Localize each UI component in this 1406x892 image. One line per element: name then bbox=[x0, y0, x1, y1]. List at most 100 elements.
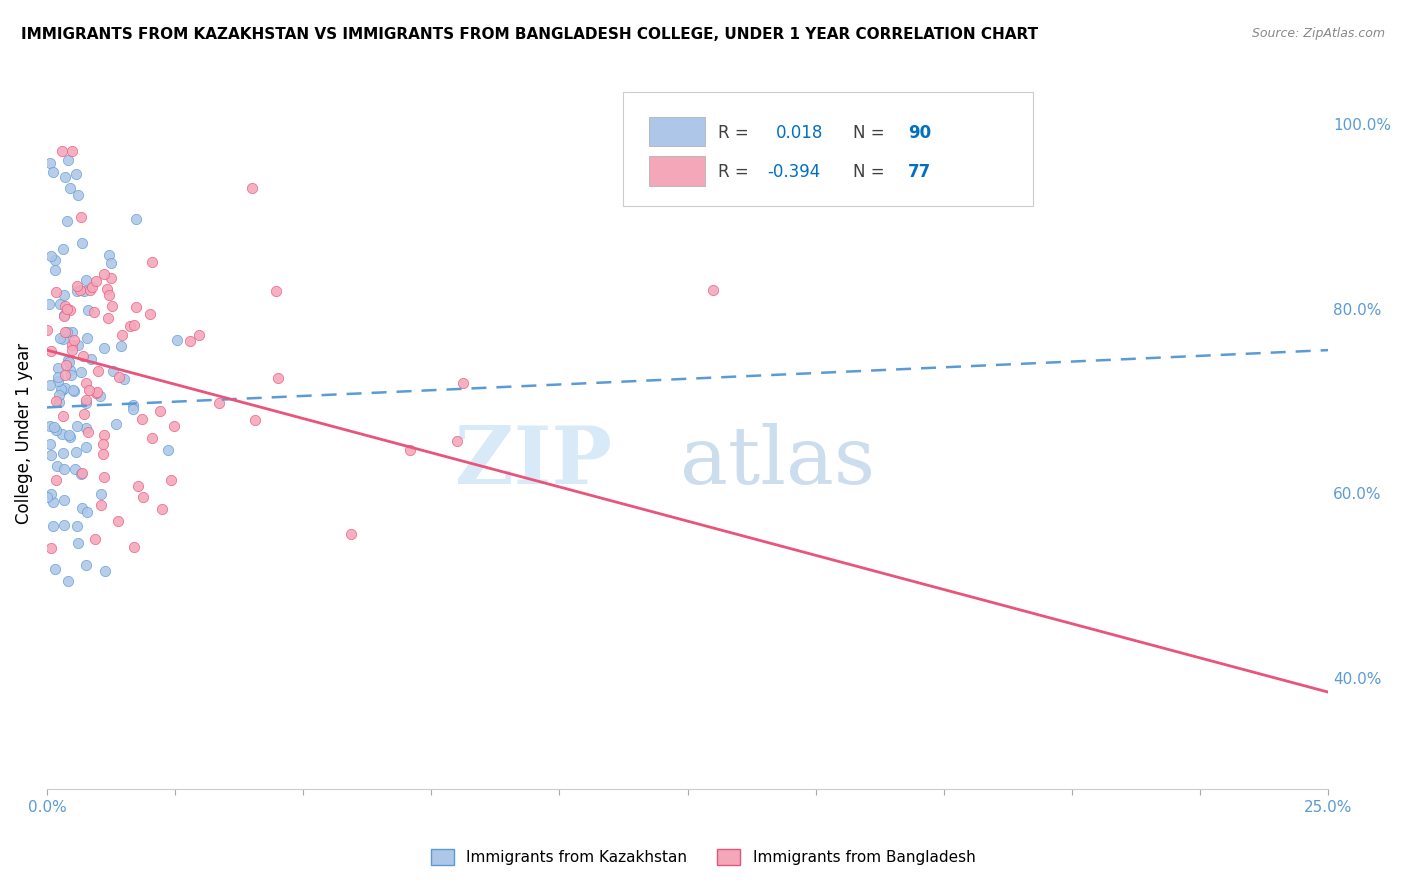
Point bbox=[44, 263, 66, 277]
Point bbox=[160, 473, 183, 487]
Point bbox=[53, 517, 76, 532]
Point bbox=[52, 332, 75, 346]
Point bbox=[46, 458, 69, 473]
Point bbox=[53, 169, 76, 184]
Text: ZIP: ZIP bbox=[456, 423, 612, 500]
Point bbox=[93, 437, 115, 451]
Point bbox=[56, 326, 79, 340]
Point bbox=[702, 283, 724, 297]
Point bbox=[163, 419, 186, 434]
Point bbox=[97, 311, 120, 326]
Point bbox=[60, 144, 83, 158]
Point bbox=[141, 254, 163, 268]
Point bbox=[45, 423, 67, 437]
Point bbox=[76, 504, 98, 518]
Point bbox=[122, 540, 145, 554]
Point bbox=[56, 213, 79, 227]
Point bbox=[118, 319, 141, 334]
Point bbox=[107, 515, 129, 529]
Point bbox=[108, 370, 131, 384]
Point bbox=[41, 249, 63, 263]
Point bbox=[139, 307, 162, 321]
Point bbox=[38, 296, 60, 310]
Point bbox=[80, 352, 103, 367]
Point bbox=[60, 343, 83, 357]
Point bbox=[45, 394, 67, 409]
Point bbox=[93, 470, 115, 484]
Point bbox=[75, 421, 97, 435]
Point bbox=[82, 280, 104, 294]
FancyBboxPatch shape bbox=[623, 92, 1033, 205]
Point bbox=[59, 429, 82, 443]
Point bbox=[72, 284, 94, 298]
Point bbox=[59, 363, 82, 377]
Point bbox=[39, 155, 62, 169]
Point bbox=[45, 473, 67, 487]
Point bbox=[60, 325, 83, 339]
Point bbox=[44, 253, 66, 268]
FancyBboxPatch shape bbox=[650, 117, 706, 146]
Point bbox=[90, 487, 112, 501]
Point bbox=[69, 210, 91, 224]
Text: 0.018: 0.018 bbox=[776, 124, 824, 142]
Point bbox=[66, 419, 89, 434]
Point bbox=[149, 403, 172, 417]
Point bbox=[75, 272, 97, 286]
Point bbox=[51, 383, 73, 397]
Point bbox=[75, 376, 97, 391]
Point bbox=[83, 304, 105, 318]
Point bbox=[111, 328, 134, 343]
Point bbox=[87, 364, 110, 378]
Point bbox=[77, 302, 100, 317]
Point bbox=[55, 358, 77, 372]
Point bbox=[90, 498, 112, 512]
Point bbox=[42, 494, 65, 508]
Point bbox=[69, 283, 91, 297]
Point bbox=[70, 467, 93, 481]
Point bbox=[110, 338, 132, 352]
Point bbox=[112, 372, 135, 386]
Text: atlas: atlas bbox=[679, 423, 875, 500]
Point bbox=[58, 355, 80, 369]
Point bbox=[49, 331, 72, 345]
Point bbox=[73, 407, 96, 421]
Point bbox=[38, 437, 60, 451]
Point bbox=[52, 242, 75, 256]
Point bbox=[188, 328, 211, 343]
Point bbox=[65, 167, 87, 181]
Point bbox=[59, 303, 82, 318]
Point bbox=[76, 331, 98, 345]
Point bbox=[56, 302, 79, 317]
Point bbox=[179, 334, 201, 348]
Text: -0.394: -0.394 bbox=[766, 163, 820, 181]
Point bbox=[70, 235, 93, 250]
Point bbox=[62, 337, 84, 351]
Point bbox=[84, 274, 107, 288]
Point bbox=[56, 153, 79, 167]
Point bbox=[150, 502, 173, 516]
Point bbox=[70, 466, 93, 480]
Point bbox=[51, 145, 73, 159]
Point bbox=[52, 492, 75, 507]
Point bbox=[45, 285, 67, 299]
Point bbox=[41, 541, 63, 555]
Point bbox=[124, 300, 146, 314]
Point bbox=[131, 412, 153, 426]
Point bbox=[44, 562, 66, 576]
Point bbox=[266, 284, 288, 298]
Point bbox=[56, 352, 79, 367]
Text: N =: N = bbox=[853, 163, 890, 181]
Point bbox=[121, 402, 143, 417]
Point bbox=[59, 181, 82, 195]
Point bbox=[84, 533, 107, 547]
Point bbox=[49, 382, 72, 396]
Point bbox=[77, 383, 100, 397]
Point bbox=[96, 282, 118, 296]
Point bbox=[124, 212, 146, 227]
Point bbox=[38, 418, 60, 433]
Point bbox=[97, 287, 120, 301]
Point bbox=[66, 188, 89, 202]
Point bbox=[58, 427, 80, 442]
Text: R =: R = bbox=[718, 124, 754, 142]
Point bbox=[46, 370, 69, 384]
